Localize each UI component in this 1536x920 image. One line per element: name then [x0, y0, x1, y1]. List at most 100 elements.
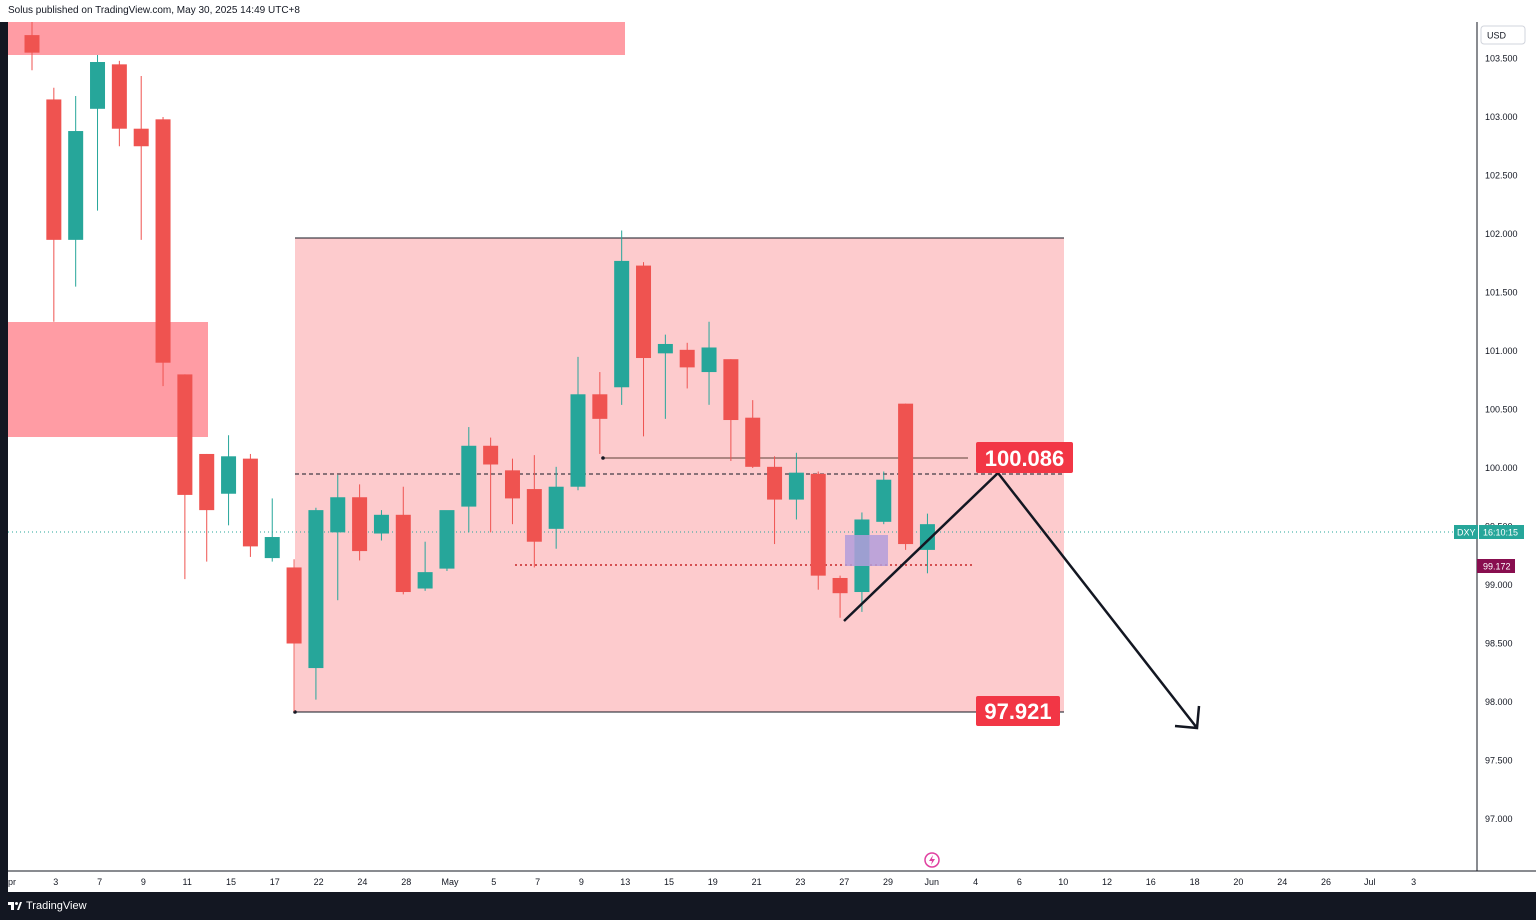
- time-tick-label: 19: [708, 877, 718, 887]
- price-tick-label: 103.500: [1485, 54, 1518, 64]
- time-tick-label: 15: [664, 877, 674, 887]
- time-tick-label: 4: [973, 877, 978, 887]
- candles-group: [24, 17, 935, 712]
- candle-down[interactable]: [767, 466, 783, 500]
- time-tick-label: 28: [401, 877, 411, 887]
- price-tick-label: 101.000: [1485, 346, 1518, 356]
- time-tick-label: 13: [620, 877, 630, 887]
- lightning-icon[interactable]: [924, 852, 940, 868]
- symbol-tag[interactable]: [1454, 525, 1478, 539]
- candle-down[interactable]: [111, 64, 127, 129]
- candle-down[interactable]: [24, 35, 40, 53]
- time-tick-label: Jul: [1364, 877, 1376, 887]
- candle-down[interactable]: [592, 394, 608, 419]
- time-tick-label: 6: [1017, 877, 1022, 887]
- candle-down[interactable]: [504, 470, 520, 499]
- time-tick-label: 17: [270, 877, 280, 887]
- time-tick-label: 21: [752, 877, 762, 887]
- time-tick-labels: pr 3 7 9 11 15 17 22 24 28 May 5 7 9 13 15 19 21 23 27 29 Jun…: [8, 877, 1416, 887]
- time-tick-label: 3: [53, 877, 58, 887]
- brand-text: TradingView: [26, 900, 87, 912]
- time-tick-label: 9: [141, 877, 146, 887]
- time-tick-label: Jun: [925, 877, 940, 887]
- candle-up[interactable]: [657, 343, 673, 354]
- time-tick-label: 7: [535, 877, 540, 887]
- last-price-tag[interactable]: [1477, 559, 1515, 573]
- time-tick-label: 10: [1058, 877, 1068, 887]
- candle-up[interactable]: [701, 347, 717, 373]
- candle-up[interactable]: [330, 497, 346, 533]
- candle-down[interactable]: [745, 417, 761, 467]
- highlight-box[interactable]: [845, 535, 888, 566]
- range-top-label-box[interactable]: [976, 442, 1073, 473]
- candle-down[interactable]: [242, 458, 258, 547]
- candle-down[interactable]: [810, 473, 826, 576]
- supply-zone-mid[interactable]: [8, 322, 208, 437]
- range-bottom-label-box[interactable]: [976, 696, 1060, 726]
- time-tick-label: 23: [795, 877, 805, 887]
- candle-up[interactable]: [264, 537, 280, 559]
- price-tick-label: 103.000: [1485, 112, 1518, 122]
- candle-down[interactable]: [286, 567, 302, 644]
- price-tick-label: 97.000: [1485, 814, 1513, 824]
- candle-down[interactable]: [46, 99, 62, 240]
- candle-up[interactable]: [876, 479, 892, 522]
- candle-down[interactable]: [679, 349, 695, 368]
- candle-down[interactable]: [898, 403, 914, 545]
- last-price-label: 99.172: [1483, 562, 1511, 572]
- candle-up[interactable]: [788, 472, 804, 500]
- candle-down[interactable]: [636, 265, 652, 359]
- time-tick-label: 20: [1233, 877, 1243, 887]
- candle-up[interactable]: [90, 62, 106, 109]
- candle-down[interactable]: [177, 374, 193, 495]
- currency-box[interactable]: [1480, 25, 1526, 45]
- price-tick-label: 101.500: [1485, 288, 1518, 298]
- price-axis[interactable]: [1477, 22, 1536, 871]
- candle-up[interactable]: [417, 572, 433, 589]
- candle-up[interactable]: [68, 131, 84, 240]
- supply-zone-top[interactable]: [8, 22, 625, 55]
- publisher-text: Solus published on TradingView.com, May …: [8, 5, 300, 16]
- countdown-tag[interactable]: [1479, 525, 1524, 539]
- price-chart[interactable]: 100.086 97.921 97.000 97.500 98.000 98.500 9…: [0, 0, 1536, 892]
- candle-up[interactable]: [548, 486, 564, 529]
- projection-arrowhead: [1174, 705, 1201, 730]
- candle-up[interactable]: [373, 514, 389, 534]
- candle-up[interactable]: [221, 456, 237, 494]
- tradingview-brand[interactable]: TradingView: [8, 899, 87, 913]
- time-tick-label: 26: [1321, 877, 1331, 887]
- currency-label: USD: [1487, 31, 1507, 41]
- candle-up[interactable]: [308, 510, 324, 669]
- candle-up[interactable]: [439, 510, 455, 569]
- price-tick-label: 98.000: [1485, 697, 1513, 707]
- time-tick-label: 7: [97, 877, 102, 887]
- candle-down[interactable]: [133, 128, 149, 147]
- time-tick-label: 5: [491, 877, 496, 887]
- candle-down[interactable]: [526, 489, 542, 542]
- price-tick-label: 102.000: [1485, 229, 1518, 239]
- candle-up[interactable]: [461, 445, 477, 507]
- price-tick-label: 98.500: [1485, 639, 1513, 649]
- time-tick-label: pr: [8, 877, 16, 887]
- candle-down[interactable]: [352, 497, 368, 552]
- candle-down[interactable]: [483, 445, 499, 465]
- high-level-anchor: [601, 456, 605, 460]
- candle-down[interactable]: [395, 514, 411, 593]
- candle-down[interactable]: [832, 577, 848, 594]
- time-tick-label: 3: [1411, 877, 1416, 887]
- candle-up[interactable]: [570, 394, 586, 487]
- time-tick-label: 16: [1146, 877, 1156, 887]
- candle-up[interactable]: [614, 260, 630, 388]
- tradingview-logo-icon: [8, 902, 22, 910]
- time-axis-corner: [1477, 871, 1536, 892]
- candle-down[interactable]: [155, 119, 171, 363]
- time-tick-label: 27: [839, 877, 849, 887]
- range-box[interactable]: [295, 238, 1064, 712]
- range-bottom-label: 97.921: [984, 699, 1051, 724]
- range-top-label: 100.086: [985, 446, 1065, 471]
- candle-down[interactable]: [199, 453, 215, 511]
- candle-down[interactable]: [723, 359, 739, 421]
- time-axis[interactable]: [8, 871, 1477, 892]
- time-tick-label: 24: [1277, 877, 1287, 887]
